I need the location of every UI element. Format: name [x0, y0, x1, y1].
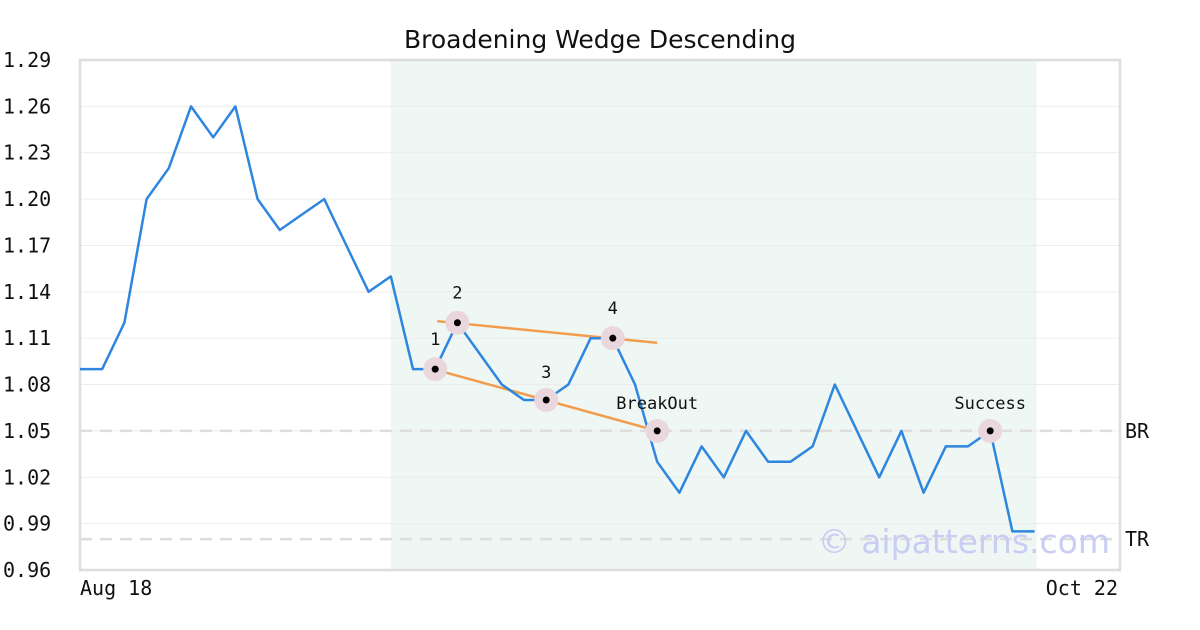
plot-frame	[78, 58, 1122, 572]
marker-dot-4	[609, 334, 617, 342]
x-tick-end: Oct 22	[1046, 576, 1118, 600]
y-tick-label: 0.99	[3, 512, 51, 536]
y-tick-label: 1.02	[3, 465, 51, 489]
y-tick-label: 1.20	[3, 187, 51, 211]
y-tick-label: 1.14	[3, 280, 51, 304]
x-tick-start: Aug 18	[80, 576, 152, 600]
marker-dot-success	[986, 427, 994, 435]
highlight-region	[390, 60, 1037, 570]
y-tick-label: 1.11	[3, 326, 51, 350]
marker-dot-2	[453, 319, 461, 327]
marker-dot-1	[431, 365, 439, 373]
annotation-success: Success	[954, 394, 1026, 414]
y-tick-label: 1.05	[3, 419, 51, 443]
annotation-2: 2	[452, 284, 462, 304]
y-tick-label: 1.08	[3, 373, 51, 397]
y-tick-label: 1.17	[3, 233, 51, 257]
reference-label-tr: TR	[1125, 527, 1150, 551]
annotation-breakout: BreakOut	[616, 394, 698, 414]
y-axis-ticks: 1.29 1.26 1.23 1.20 1.17 1.14 1.11 1.08 1.05 1.02…	[3, 48, 51, 582]
y-tick-label: 1.23	[3, 141, 51, 165]
reference-label-br: BR	[1125, 419, 1150, 443]
y-tick-label: 1.26	[3, 94, 51, 118]
marker-dot-breakout	[653, 427, 661, 435]
price-line	[80, 105, 1035, 533]
pattern-markers: 1 2 3 4 BreakOut Success	[423, 284, 1026, 443]
y-tick-label: 1.29	[3, 48, 51, 72]
reference-lines: BR TR	[80, 419, 1150, 551]
chart-title: Broadening Wedge Descending	[404, 25, 796, 54]
watermark: © aipatterns.com	[818, 522, 1110, 561]
annotation-1: 1	[430, 330, 440, 350]
annotation-3: 3	[541, 363, 551, 383]
annotation-4: 4	[608, 299, 618, 319]
y-tick-label: 0.96	[3, 558, 51, 582]
marker-dot-3	[542, 396, 550, 404]
